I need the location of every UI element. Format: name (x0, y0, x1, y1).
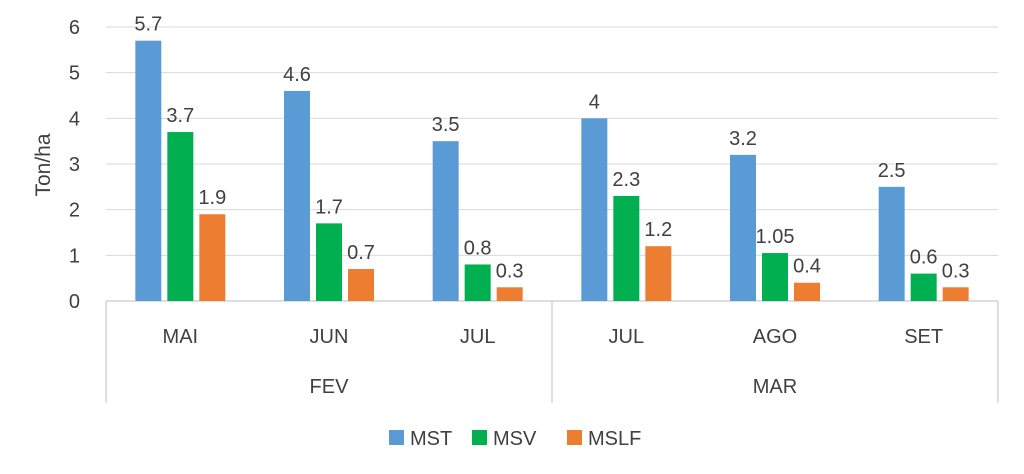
x-tick-label: JUL (609, 326, 645, 348)
legend-label: MST (410, 428, 452, 450)
data-labels: 5.73.71.94.61.70.73.50.80.342.31.23.21.0… (134, 14, 969, 283)
data-label: 1.05 (756, 226, 795, 248)
legend: MST MSV MSLF (389, 428, 641, 450)
data-label: 2.5 (878, 160, 906, 182)
y-tick-label: 2 (69, 200, 80, 222)
x-group-label: FEV (310, 376, 350, 398)
bar-msv (316, 223, 342, 301)
data-label: 2.3 (612, 169, 640, 191)
data-label: 0.7 (347, 242, 375, 264)
data-label: 0.8 (464, 237, 492, 259)
bar-mst (730, 154, 756, 301)
data-label: 4 (589, 91, 600, 113)
bar-mst (581, 118, 608, 301)
bar-mslf (348, 269, 374, 301)
bars (135, 40, 969, 301)
data-label: 1.7 (315, 196, 343, 218)
x-axis-categories: MAI JUN JUL JUL AGO SET (163, 326, 944, 348)
bar-msv (762, 253, 788, 301)
x-axis-frame (105, 300, 999, 403)
x-tick-label: JUL (460, 326, 496, 348)
legend-swatch-msv (472, 430, 487, 445)
legend-label: MSV (493, 428, 537, 450)
bar-msv (464, 264, 491, 301)
y-tick-label: 5 (69, 63, 80, 85)
bar-mst (135, 40, 162, 301)
x-tick-label: JUN (310, 326, 349, 348)
bar-msv (910, 273, 937, 301)
data-label: 4.6 (283, 64, 311, 86)
data-label: 3.7 (166, 105, 194, 127)
y-tick-label: 4 (69, 108, 80, 130)
data-label: 0.3 (496, 260, 524, 282)
bar-mslf (645, 246, 672, 301)
x-group-label: MAR (753, 376, 797, 398)
bar-msv (167, 132, 194, 301)
data-label: 3.2 (729, 128, 757, 150)
y-axis-label: Ton/ha (32, 133, 55, 196)
legend-label: MSLF (588, 428, 641, 450)
data-label: 1.9 (198, 187, 226, 209)
x-axis-groups: FEV MAR (310, 376, 798, 398)
bar-msv (613, 195, 640, 301)
bar-mslf (942, 287, 969, 301)
x-tick-label: AGO (753, 326, 797, 348)
bar-mslf (496, 287, 523, 301)
legend-swatch-mst (389, 430, 404, 445)
x-tick-label: SET (904, 326, 943, 348)
gridlines (106, 26, 998, 256)
y-tick-label: 6 (69, 17, 80, 39)
data-label: 0.3 (942, 260, 970, 282)
bar-mst (284, 90, 310, 301)
data-label: 0.6 (910, 247, 938, 269)
bar-mst (432, 141, 459, 301)
bar-mslf (794, 282, 820, 301)
y-axis-ticks: 0 1 2 3 4 5 6 (69, 17, 80, 313)
y-tick-label: 3 (69, 154, 80, 176)
data-label: 5.7 (134, 14, 162, 36)
bar-mst (878, 186, 905, 301)
data-label: 0.4 (793, 256, 821, 278)
y-tick-label: 1 (69, 245, 80, 267)
legend-swatch-mslf (567, 430, 582, 445)
bar-mslf (199, 214, 226, 301)
data-label: 1.2 (644, 219, 672, 241)
x-tick-label: MAI (163, 326, 199, 348)
y-tick-label: 0 (69, 291, 80, 313)
data-label: 3.5 (432, 114, 460, 136)
